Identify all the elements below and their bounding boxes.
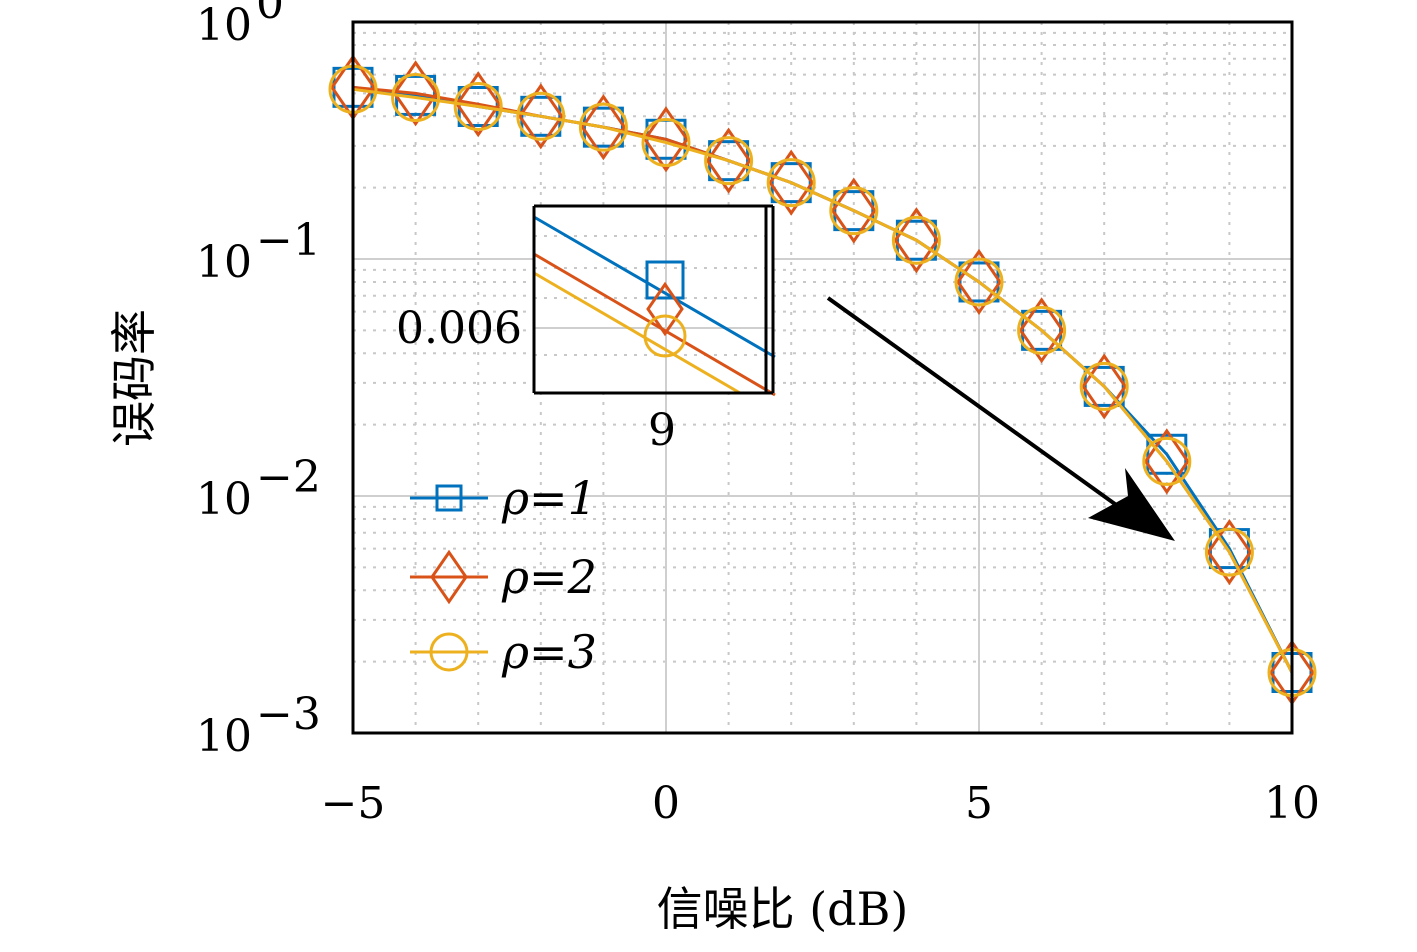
legend-entry-2: ρ=2 <box>410 549 597 605</box>
data-point-square <box>1021 309 1063 351</box>
series-line <box>352 85 1294 674</box>
data-point-diamond <box>830 177 877 244</box>
legend-marker-diamond <box>430 549 468 605</box>
data-point-circle <box>766 158 816 208</box>
x-tick-label: 0 <box>652 778 680 829</box>
data-point-diamond <box>517 83 564 150</box>
data-point-circle <box>1017 305 1067 355</box>
series-line <box>352 85 1294 674</box>
data-point-square <box>582 106 624 148</box>
legend-label: ρ=2 <box>501 550 597 604</box>
data-point-square <box>1146 433 1188 475</box>
data-point-square <box>520 95 562 137</box>
inset-x-tick-label: 9 <box>648 405 676 456</box>
data-point-square <box>708 140 750 182</box>
legend-marker-circle <box>429 632 469 672</box>
data-point-circle <box>578 102 628 152</box>
legend-label: ρ=1 <box>501 471 597 525</box>
series-layer <box>328 54 1317 706</box>
inset-y-tick-label: 0.006 <box>396 303 522 354</box>
inset-point-diamond <box>646 281 684 337</box>
data-point-square <box>833 190 875 232</box>
legend: ρ=1 ρ=2 ρ=3 <box>410 471 597 679</box>
y-tick-exponent: −2 <box>256 452 321 503</box>
data-point-square <box>958 261 1000 303</box>
y-tick-exponent: −3 <box>256 689 321 740</box>
series-3 <box>328 64 1317 698</box>
data-point-square <box>895 219 937 261</box>
data-point-circle <box>829 186 879 236</box>
inset-point-circle <box>643 314 687 358</box>
legend-entry-3: ρ=3 <box>410 625 597 679</box>
inset-series-line <box>533 252 776 397</box>
data-point-diamond <box>768 149 815 216</box>
y-tick-label: 10 <box>196 237 252 288</box>
y-tick-exponent: 0 <box>256 0 284 29</box>
data-point-circle <box>1142 436 1192 486</box>
data-point-diamond <box>1081 353 1128 420</box>
data-point-circle <box>453 82 503 132</box>
data-point-diamond <box>1143 428 1190 495</box>
y-tick-exponent: −1 <box>256 215 321 266</box>
series-line <box>352 87 1294 674</box>
data-point-diamond <box>705 127 752 194</box>
data-point-square <box>770 162 812 204</box>
data-point-circle <box>516 91 566 141</box>
data-point-diamond <box>580 94 627 161</box>
data-point-square <box>1083 365 1125 407</box>
zoom-inset: 0.006 9 <box>396 204 776 456</box>
data-point-diamond <box>893 207 940 274</box>
x-tick-label: −5 <box>321 778 386 829</box>
x-tick-label: 5 <box>965 778 993 829</box>
x-tick-label: 10 <box>1264 778 1320 829</box>
data-point-circle <box>391 73 441 123</box>
x-axis-label: 信噪比 (dB) <box>657 882 909 936</box>
data-point-circle <box>1079 361 1129 411</box>
series-1 <box>332 66 1313 694</box>
arrow-shaft <box>826 296 1142 524</box>
data-point-circle <box>891 215 941 265</box>
inset-series-line <box>533 271 741 395</box>
data-point-diamond <box>1206 518 1253 586</box>
arrow-head <box>1088 468 1175 541</box>
data-point-circle <box>641 118 691 168</box>
y-tick-label: 10 <box>196 0 252 51</box>
axes-frame <box>351 20 1294 735</box>
inset-series-line <box>533 215 776 359</box>
data-point-circle <box>704 136 754 186</box>
y-tick-label: 10 <box>196 474 252 525</box>
legend-marker-square <box>435 484 463 512</box>
y-tick-label: 10 <box>196 711 252 762</box>
data-point-circle <box>1204 527 1254 577</box>
trend-arrow <box>826 296 1175 541</box>
inset-point-square <box>645 260 685 300</box>
data-point-diamond <box>643 106 689 173</box>
data-point-diamond <box>455 71 502 138</box>
legend-label: ρ=3 <box>501 625 597 679</box>
y-axis-label: 误码率 <box>107 309 161 447</box>
legend-entry-1: ρ=1 <box>410 471 597 525</box>
data-point-circle <box>954 257 1004 307</box>
grid <box>352 21 1293 734</box>
data-point-diamond <box>392 60 439 127</box>
